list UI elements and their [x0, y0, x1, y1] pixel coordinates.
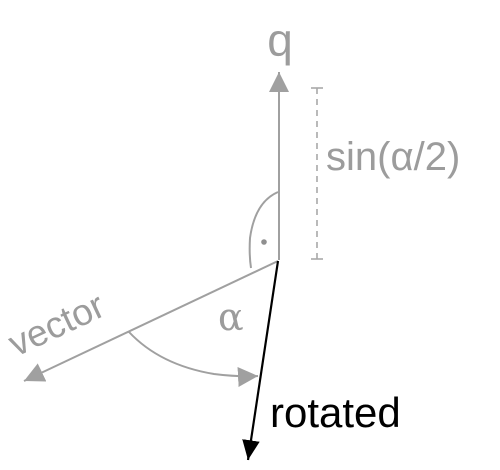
vector-arrow: [23, 260, 279, 382]
right-angle-arc: [248, 191, 279, 269]
alpha-label: α: [218, 295, 244, 339]
rotated-label: rotated: [270, 389, 401, 436]
alpha-angle-arc: [128, 331, 259, 387]
q-axis-label: q: [267, 14, 293, 66]
right-angle-dot: [261, 239, 267, 245]
vector-label: vector: [2, 285, 111, 365]
sin-half-angle-label: sin(α/2): [326, 135, 460, 179]
rotated-vector-arrow: [242, 260, 280, 461]
